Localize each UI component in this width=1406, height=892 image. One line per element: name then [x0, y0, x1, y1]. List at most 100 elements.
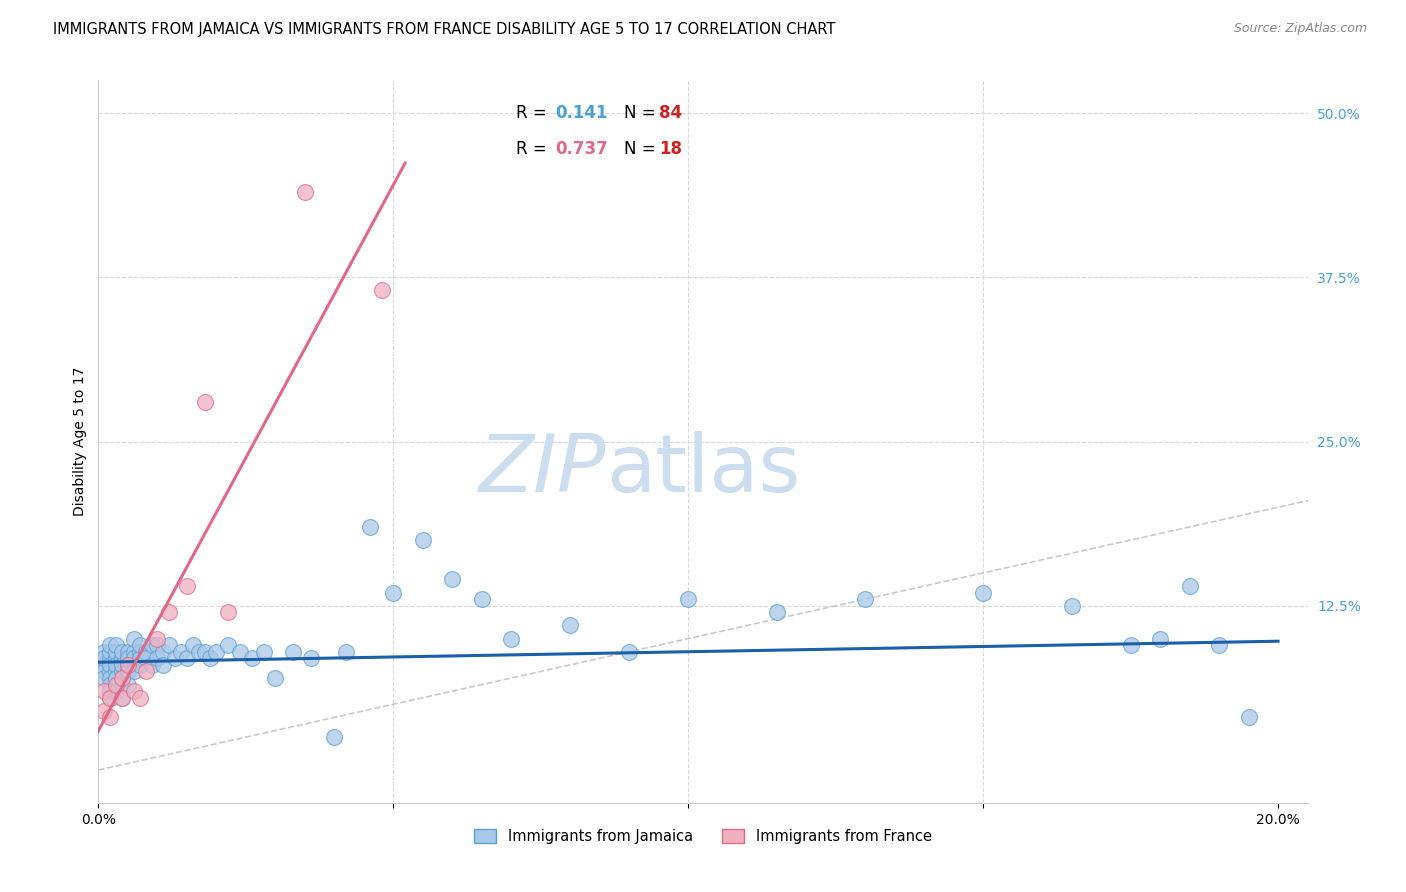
Point [111, 690, 134, 705]
Point [98, 677, 121, 691]
Point [1237, 710, 1260, 724]
Point [122, 651, 145, 665]
Point [146, 651, 169, 665]
Text: 84: 84 [659, 103, 682, 122]
Point [264, 671, 287, 685]
Point [217, 605, 239, 619]
Point [187, 645, 209, 659]
Point [128, 638, 150, 652]
Point [105, 665, 128, 679]
Point [98, 684, 121, 698]
Point [1178, 579, 1201, 593]
Point [146, 638, 169, 652]
Point [98, 651, 121, 665]
Point [111, 665, 134, 679]
Point [98, 690, 121, 705]
Point [217, 638, 239, 652]
Point [370, 284, 392, 298]
Point [1060, 599, 1083, 613]
Point [157, 605, 180, 619]
Point [111, 690, 134, 705]
Point [122, 684, 145, 698]
Text: 0.141: 0.141 [555, 103, 607, 122]
Point [117, 645, 139, 659]
Point [111, 657, 134, 672]
Point [205, 645, 228, 659]
Point [111, 651, 134, 665]
Point [93, 645, 115, 659]
Point [105, 684, 128, 698]
Point [105, 638, 128, 652]
Point [98, 671, 121, 685]
Point [105, 671, 128, 685]
Point [141, 638, 163, 652]
Point [111, 677, 134, 691]
Point [93, 671, 115, 685]
Point [765, 605, 787, 619]
Text: atlas: atlas [606, 432, 800, 509]
Text: ZIP: ZIP [479, 432, 606, 509]
Point [122, 665, 145, 679]
Point [382, 585, 405, 599]
Point [105, 645, 128, 659]
Point [111, 671, 134, 685]
Point [1208, 638, 1230, 652]
Point [128, 651, 150, 665]
Point [146, 632, 169, 646]
Point [93, 704, 115, 718]
Point [105, 651, 128, 665]
Point [98, 665, 121, 679]
Point [93, 651, 115, 665]
Text: N =: N = [624, 103, 661, 122]
Point [157, 638, 180, 652]
Point [105, 657, 128, 672]
Point [294, 185, 316, 199]
Point [972, 585, 994, 599]
Point [176, 651, 198, 665]
Point [240, 651, 263, 665]
Point [176, 579, 198, 593]
Point [619, 645, 641, 659]
Point [252, 645, 274, 659]
Point [194, 395, 217, 409]
Point [98, 657, 121, 672]
Point [128, 657, 150, 672]
Point [412, 533, 434, 547]
Point [128, 645, 150, 659]
Text: IMMIGRANTS FROM JAMAICA VS IMMIGRANTS FROM FRANCE DISABILITY AGE 5 TO 17 CORRELA: IMMIGRANTS FROM JAMAICA VS IMMIGRANTS FR… [53, 22, 835, 37]
Point [98, 710, 121, 724]
Point [1119, 638, 1142, 652]
Text: Source: ZipAtlas.com: Source: ZipAtlas.com [1233, 22, 1367, 36]
Point [122, 645, 145, 659]
Point [141, 657, 163, 672]
Point [135, 665, 157, 679]
Point [170, 645, 193, 659]
Point [98, 638, 121, 652]
Text: N =: N = [624, 140, 661, 158]
Point [299, 651, 322, 665]
Point [98, 690, 121, 705]
Legend: Immigrants from Jamaica, Immigrants from France: Immigrants from Jamaica, Immigrants from… [468, 823, 938, 850]
Point [359, 520, 381, 534]
Point [152, 657, 174, 672]
Text: R =: R = [516, 103, 551, 122]
Point [117, 665, 139, 679]
Point [93, 665, 115, 679]
Point [229, 645, 252, 659]
Point [135, 651, 157, 665]
Point [194, 645, 217, 659]
Y-axis label: Disability Age 5 to 17: Disability Age 5 to 17 [73, 367, 87, 516]
Point [105, 677, 128, 691]
Point [200, 651, 222, 665]
Point [122, 632, 145, 646]
Point [111, 645, 134, 659]
Point [128, 690, 150, 705]
Point [441, 573, 464, 587]
Text: 18: 18 [659, 140, 682, 158]
Point [135, 645, 157, 659]
Point [501, 632, 523, 646]
Point [323, 730, 346, 744]
Point [93, 657, 115, 672]
Point [1149, 632, 1171, 646]
Point [281, 645, 304, 659]
